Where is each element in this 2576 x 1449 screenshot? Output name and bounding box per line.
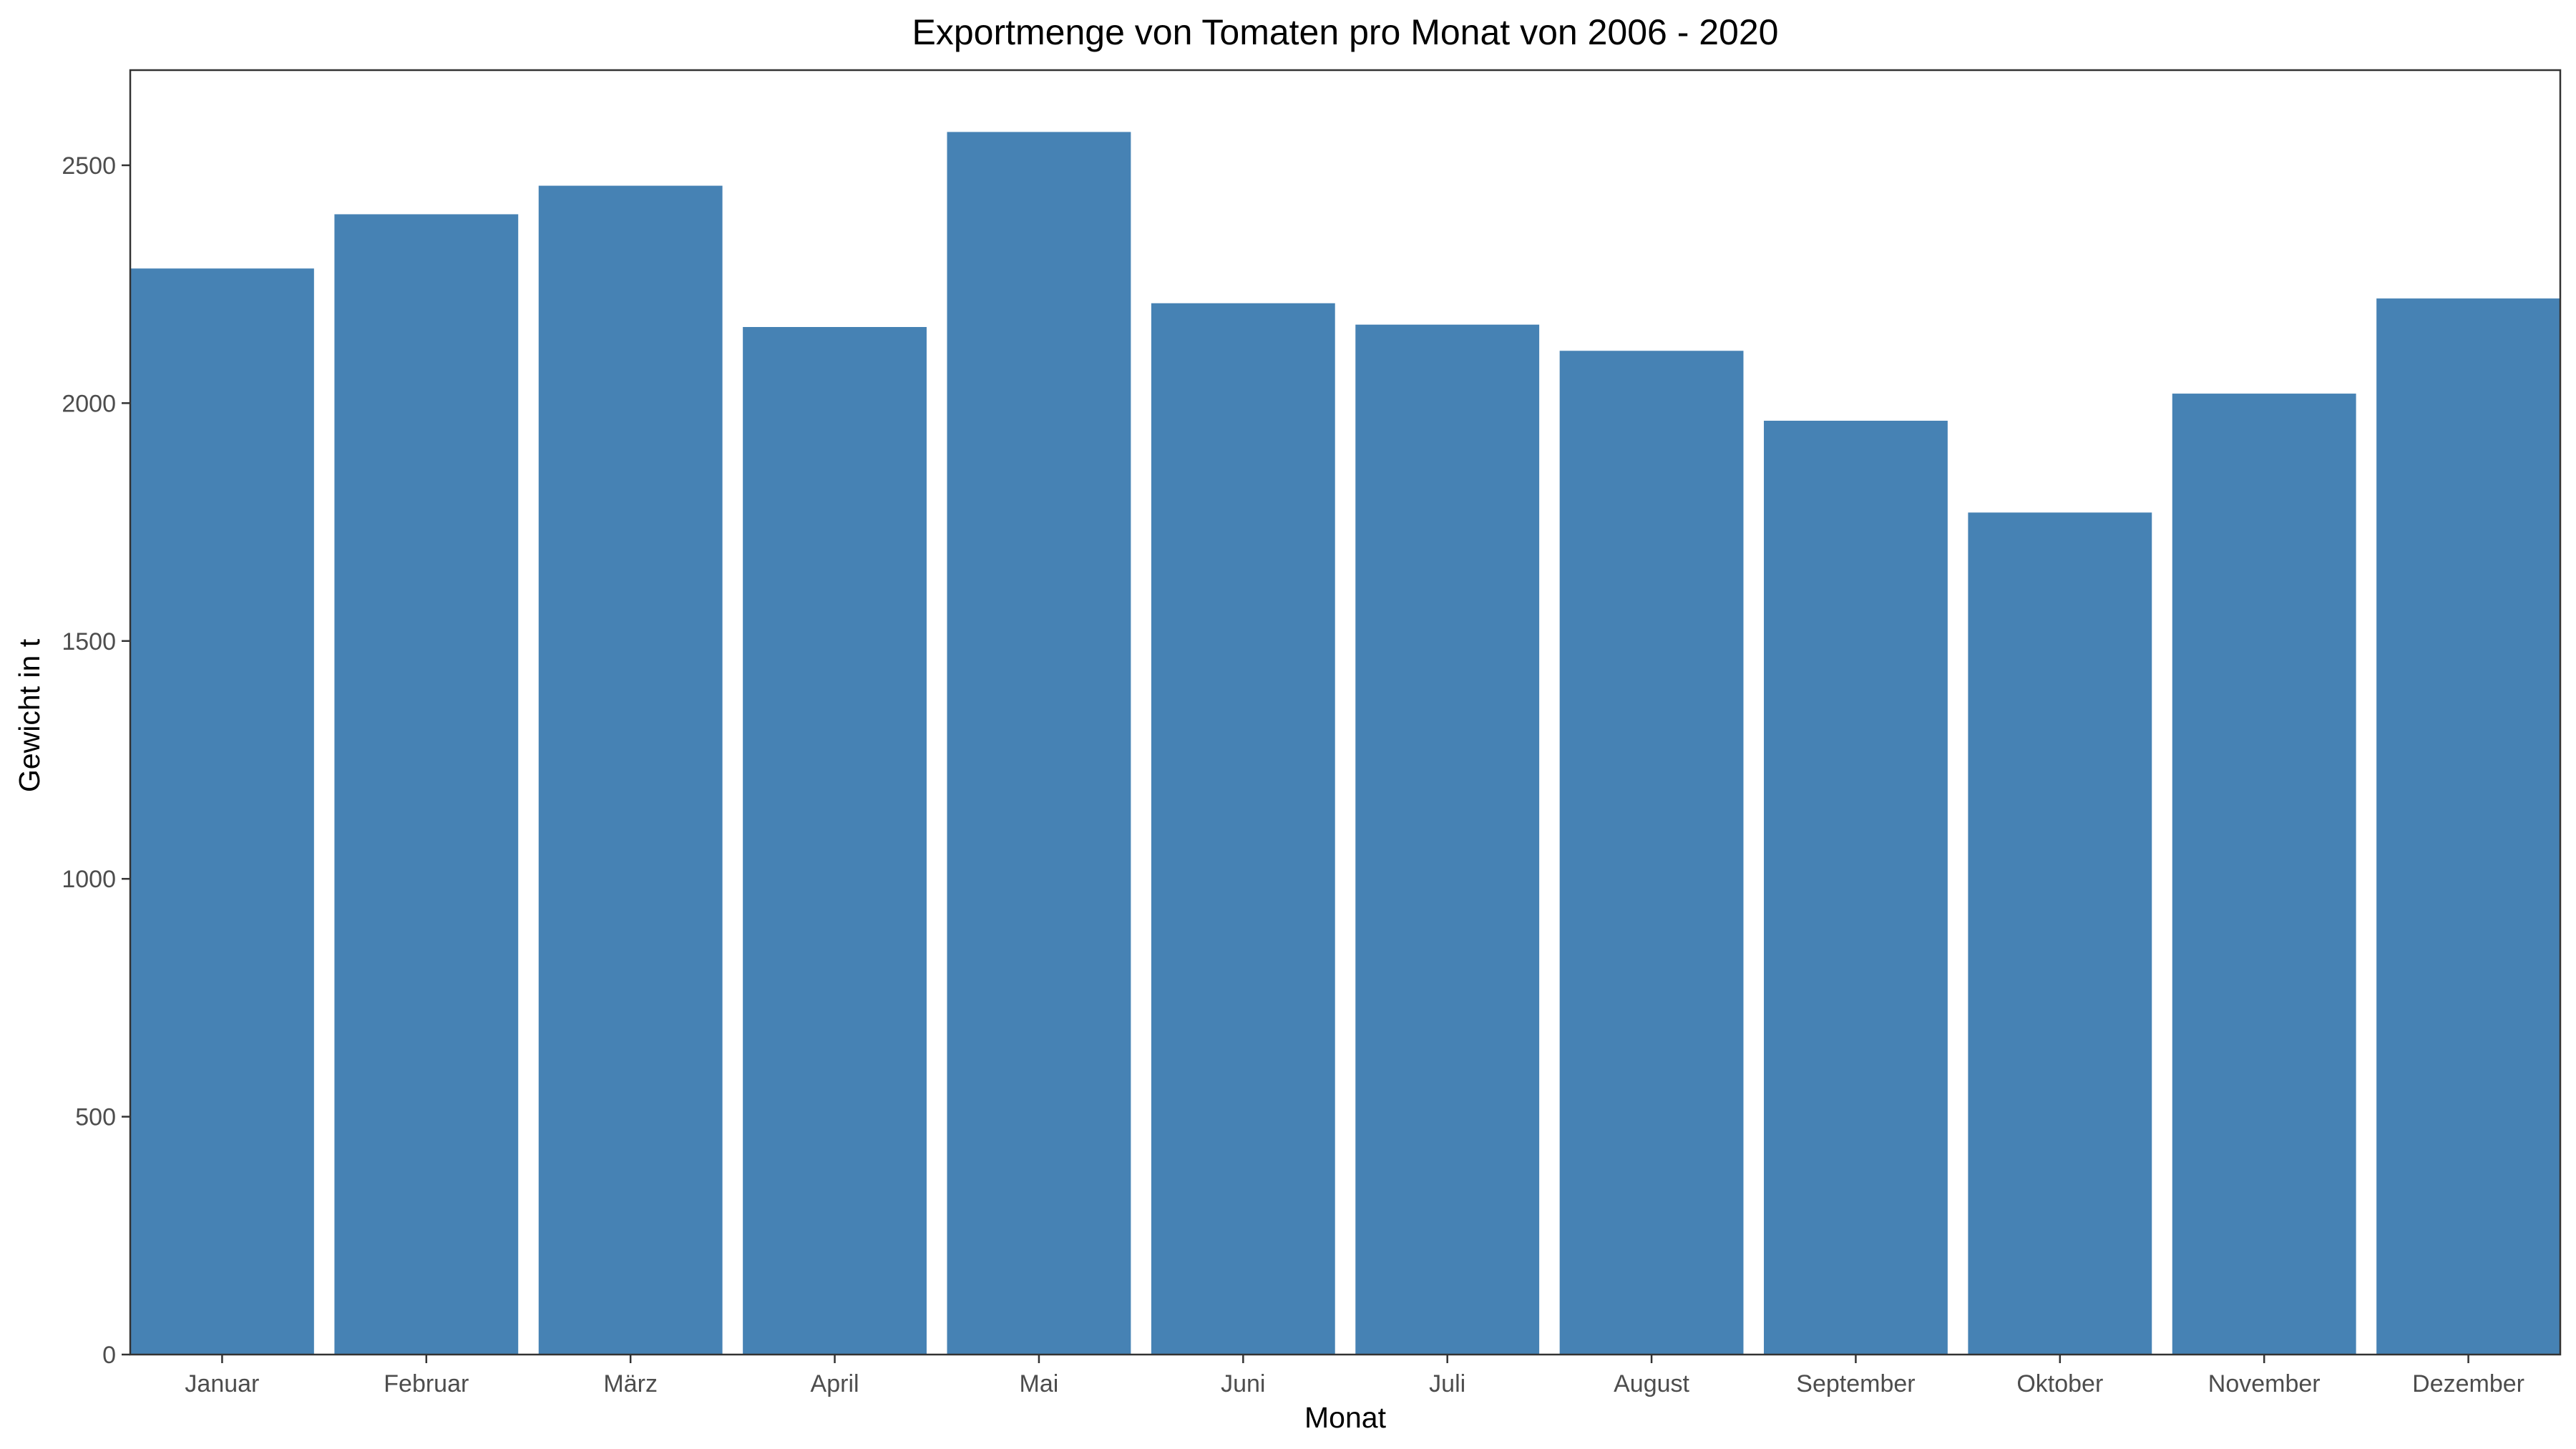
- y-tick-label-0: 0: [102, 1342, 116, 1369]
- bar-september: [1764, 420, 1948, 1355]
- y-tick-label-500: 500: [75, 1104, 116, 1131]
- y-tick-label-1500: 1500: [62, 628, 116, 655]
- bar-januar: [130, 268, 314, 1355]
- y-tick-label-1000: 1000: [62, 866, 116, 893]
- x-tick-label-august: August: [1614, 1370, 1689, 1397]
- x-tick-label-april: April: [811, 1370, 859, 1397]
- bar-juni: [1151, 303, 1335, 1355]
- x-tick-label-november: November: [2208, 1370, 2321, 1397]
- y-axis-ticks: 0 500 1000 1500 2000 2500: [62, 152, 130, 1369]
- bar-dezember: [2376, 298, 2560, 1355]
- x-tick-label-maerz: März: [603, 1370, 658, 1397]
- y-axis-label: Gewicht in t: [13, 638, 46, 792]
- x-tick-label-juni: Juni: [1221, 1370, 1265, 1397]
- bars-group: [130, 132, 2560, 1355]
- x-tick-label-januar: Januar: [185, 1370, 259, 1397]
- bar-april: [743, 327, 927, 1355]
- plot-panel-border: [129, 69, 2562, 1356]
- bar-maerz: [538, 185, 723, 1355]
- x-tick-label-februar: Februar: [384, 1370, 469, 1397]
- bar-november: [2172, 394, 2356, 1355]
- x-tick-label-september: September: [1796, 1370, 1915, 1397]
- bar-juli: [1355, 324, 1540, 1355]
- x-tick-label-mai: Mai: [1020, 1370, 1059, 1397]
- y-tick-label-2000: 2000: [62, 390, 116, 417]
- bar-februar: [334, 214, 519, 1355]
- chart-title: Exportmenge von Tomaten pro Monat von 20…: [912, 12, 1779, 52]
- bar-august: [1559, 351, 1744, 1355]
- bar-mai: [947, 132, 1131, 1355]
- x-tick-label-oktober: Oktober: [2016, 1370, 2103, 1397]
- y-tick-label-2500: 2500: [62, 152, 116, 180]
- x-tick-label-dezember: Dezember: [2412, 1370, 2524, 1397]
- x-axis-ticks: Januar Februar März April Mai Juni Juli August S…: [185, 1355, 2524, 1397]
- x-axis-label: Monat: [1304, 1401, 1387, 1434]
- x-tick-label-juli: Juli: [1429, 1370, 1465, 1397]
- bar-oktober: [1968, 512, 2152, 1355]
